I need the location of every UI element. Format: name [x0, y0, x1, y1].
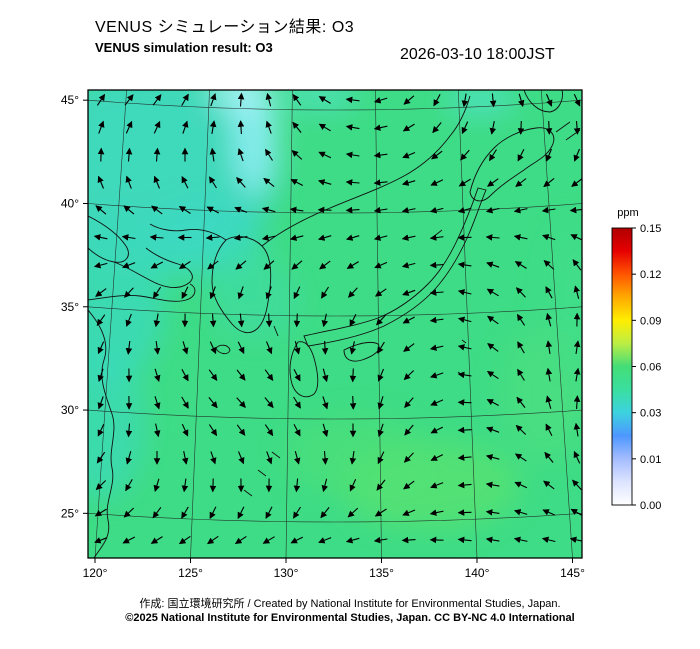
x-tick-label: 145°	[560, 566, 585, 580]
x-tick-label: 125°	[178, 566, 203, 580]
timestamp: 2026-03-10 18:00JST	[400, 46, 555, 63]
x-tick-label: 140°	[465, 566, 490, 580]
footer-license: ©2025 National Institute for Environment…	[125, 612, 575, 624]
map-field	[88, 90, 582, 558]
colorbar-gradient	[611, 227, 633, 506]
x-tick-label: 135°	[369, 566, 394, 580]
colorbar-tick-label: 0.15	[640, 223, 661, 235]
colorbar-tick-label: 0.00	[640, 500, 661, 512]
colorbar-tick-label: 0.03	[640, 408, 661, 420]
y-tick-label: 35°	[61, 300, 79, 314]
graticule-grid	[88, 90, 582, 558]
colorbar-unit-label: ppm	[617, 207, 638, 219]
page-title-english: VENUS simulation result: O3	[95, 40, 273, 55]
map-frame	[87, 89, 583, 559]
x-axis-labels: 120° 125° 130° 135° 140° 145°	[83, 558, 585, 580]
coastlines	[88, 90, 581, 558]
colorbar-tick-label: 0.06	[640, 362, 661, 374]
x-tick-label: 130°	[274, 566, 299, 580]
colorbar-tick-label: 0.12	[640, 269, 661, 281]
page-title-japanese: VENUS シミュレーション結果: O3	[95, 19, 355, 36]
y-axis-labels: 45° 40° 35° 30° 25°	[61, 93, 88, 520]
y-tick-label: 45°	[61, 93, 79, 107]
wind-arrows	[93, 92, 582, 545]
colorbar-tick-label: 0.01	[640, 454, 661, 466]
y-tick-label: 30°	[61, 403, 79, 417]
y-tick-label: 25°	[61, 506, 79, 520]
footer-credit: 作成: 国立環境研究所 / Created by National Instit…	[139, 598, 561, 610]
y-tick-label: 40°	[61, 196, 79, 210]
colorbar-tick-label: 0.09	[640, 315, 661, 327]
x-tick-label: 120°	[83, 566, 108, 580]
